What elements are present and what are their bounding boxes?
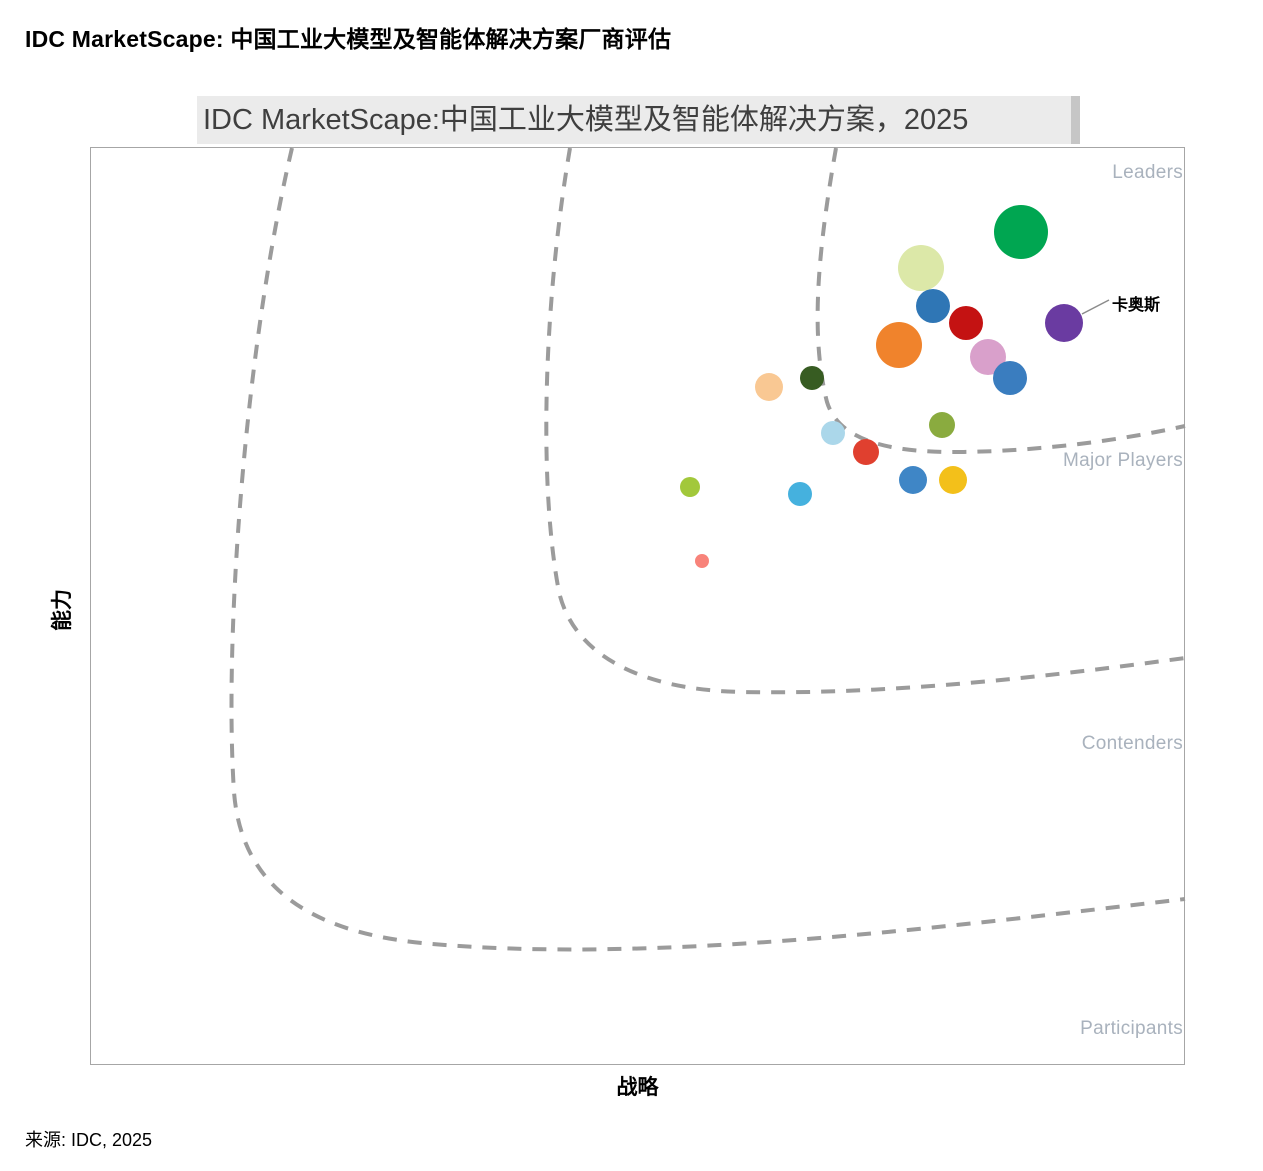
source-note: 来源: IDC, 2025 bbox=[25, 1130, 153, 1150]
page-title: IDC MarketScape: 中国工业大模型及智能体解决方案厂商评估 bbox=[25, 26, 672, 52]
region-label-major-players: Major Players bbox=[1062, 450, 1183, 471]
x-axis-label: 战略 bbox=[616, 1076, 659, 1099]
chart-title: IDC MarketScape:中国工业大模型及智能体解决方案，2025 bbox=[197, 96, 1080, 144]
y-axis-label: 能力 bbox=[51, 589, 74, 631]
region-label-participants: Participants bbox=[1080, 1018, 1183, 1039]
region-label-contenders: Contenders bbox=[1081, 733, 1183, 754]
region-label-leaders: Leaders bbox=[1112, 162, 1183, 183]
vendor-annotation-label: 卡奥斯 bbox=[1112, 297, 1161, 314]
chart-frame bbox=[90, 147, 1185, 1065]
